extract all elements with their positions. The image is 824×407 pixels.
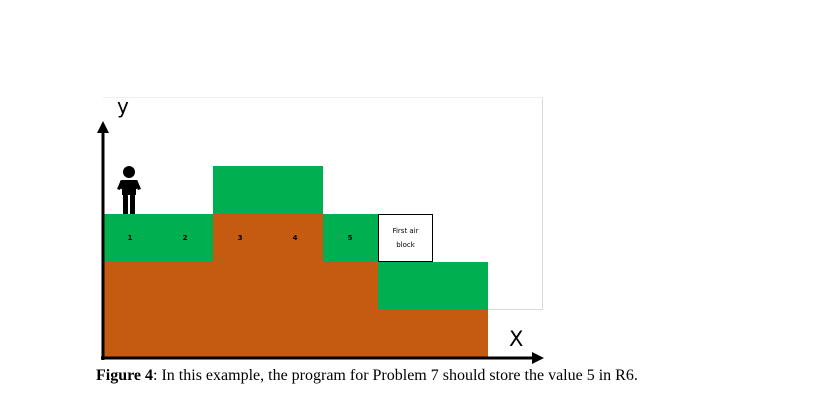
first-air-block: First air block: [378, 214, 433, 262]
grass-block-2: [158, 214, 213, 262]
block-label-3: 3: [237, 234, 243, 242]
figure-caption: Figure 4: In this example, the program f…: [96, 367, 638, 385]
grass-block-lower-right: [378, 262, 488, 310]
x-axis-arrowhead: [532, 352, 544, 364]
y-axis-arrowhead: [97, 121, 109, 133]
block-label-1: 1: [127, 234, 133, 242]
air-block-line1: First air: [392, 227, 419, 235]
frame-right-edge: [542, 97, 543, 309]
block-label-2: 2: [182, 234, 188, 242]
block-label-4: 4: [292, 234, 298, 242]
dirt-block-3-4: [213, 214, 323, 262]
y-axis-label: y: [117, 94, 129, 118]
caption-figure-number: Figure 4: [96, 367, 154, 384]
grass-block-1: [103, 214, 158, 262]
grass-block-top: [213, 166, 323, 214]
x-axis-label: X: [509, 327, 524, 351]
frame-step-line: [488, 309, 543, 310]
caption-text: : In this example, the program for Probl…: [153, 367, 638, 384]
person-icon: [117, 166, 141, 214]
block-label-5: 5: [347, 234, 353, 242]
grass-block-5: [323, 214, 378, 262]
air-block-line2: block: [396, 241, 415, 249]
frame-top-edge: [103, 97, 543, 98]
